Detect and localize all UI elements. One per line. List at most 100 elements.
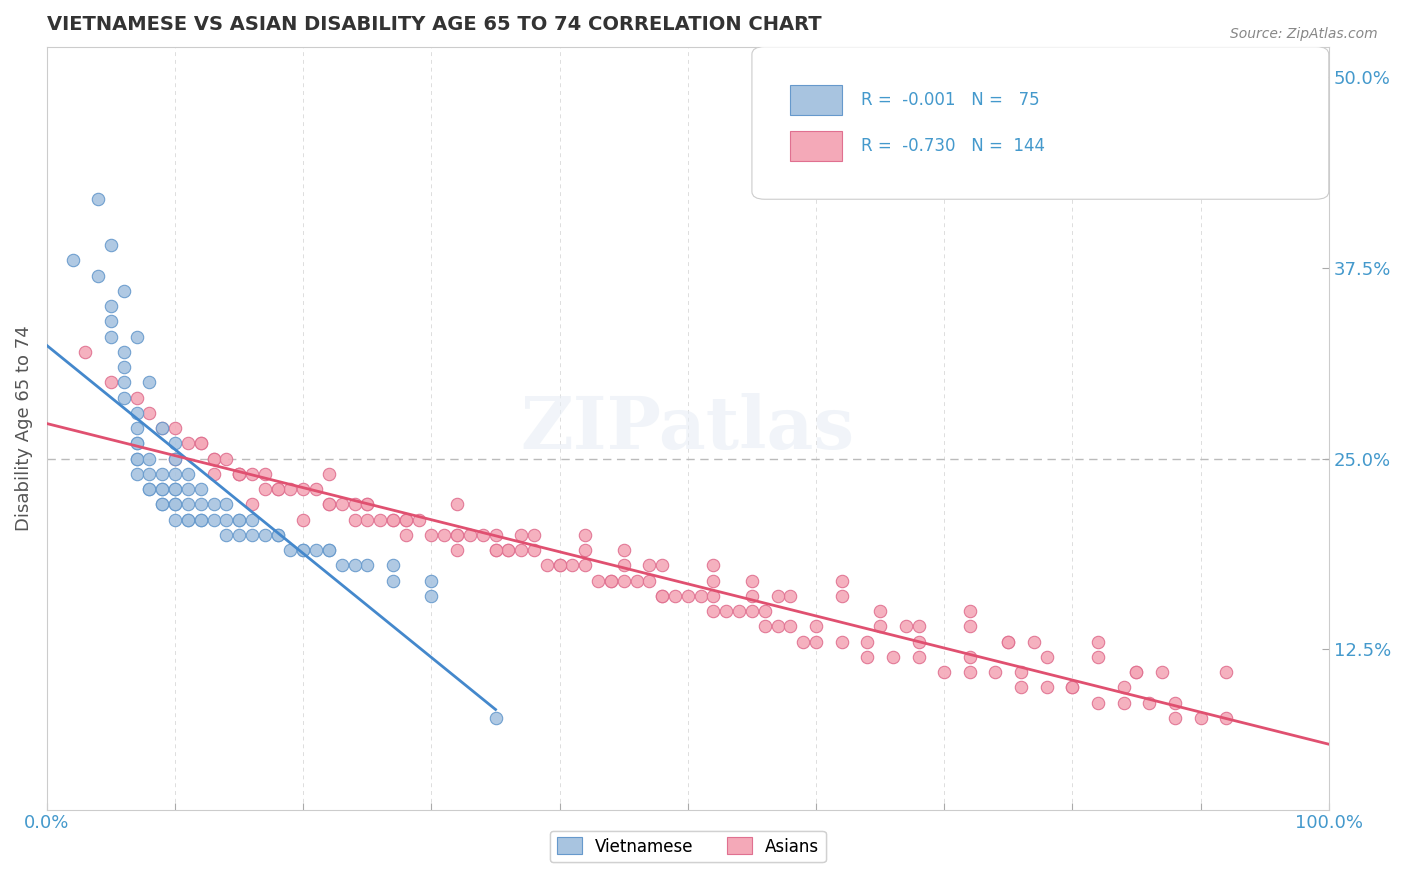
Point <box>716 604 738 618</box>
Point <box>1215 711 1237 725</box>
Point <box>165 451 187 466</box>
Point <box>240 497 263 511</box>
Point <box>574 528 596 542</box>
Point <box>1112 696 1135 710</box>
Point <box>292 543 315 558</box>
Point <box>1164 711 1187 725</box>
Point <box>766 619 789 633</box>
Point <box>125 436 148 450</box>
FancyBboxPatch shape <box>790 130 842 161</box>
Point <box>959 604 981 618</box>
Point <box>138 482 160 496</box>
Point <box>638 558 661 573</box>
Point <box>177 513 200 527</box>
Point <box>779 589 801 603</box>
Point <box>190 497 212 511</box>
Point <box>240 467 263 481</box>
Point <box>600 574 623 588</box>
Point <box>228 467 250 481</box>
Point <box>112 391 135 405</box>
Point <box>1164 696 1187 710</box>
Point <box>190 482 212 496</box>
Point <box>202 451 225 466</box>
Point <box>382 558 405 573</box>
Point <box>446 497 468 511</box>
Point <box>831 634 853 648</box>
Point <box>484 543 506 558</box>
Point <box>664 589 686 603</box>
Point <box>190 436 212 450</box>
Text: ZIPatlas: ZIPatlas <box>520 392 855 464</box>
Point <box>907 634 929 648</box>
Point <box>318 467 340 481</box>
Point <box>510 543 533 558</box>
Point <box>484 543 506 558</box>
Point <box>702 558 724 573</box>
Point <box>125 421 148 435</box>
Point <box>150 482 173 496</box>
Point <box>125 467 148 481</box>
Point <box>202 497 225 511</box>
Point <box>165 482 187 496</box>
Point <box>1087 696 1109 710</box>
Point <box>266 528 288 542</box>
Point <box>1215 665 1237 680</box>
Point <box>484 711 506 725</box>
Point <box>1112 681 1135 695</box>
Point <box>395 528 418 542</box>
Point <box>831 589 853 603</box>
Point <box>190 513 212 527</box>
Point <box>215 513 238 527</box>
Point <box>202 513 225 527</box>
Point <box>766 589 789 603</box>
Point <box>190 436 212 450</box>
Point <box>240 528 263 542</box>
FancyBboxPatch shape <box>752 46 1329 199</box>
Point <box>138 451 160 466</box>
Point <box>177 497 200 511</box>
Point <box>165 421 187 435</box>
Point <box>202 451 225 466</box>
Point <box>934 665 956 680</box>
Point <box>856 634 879 648</box>
Point <box>548 558 571 573</box>
Point <box>869 604 891 618</box>
Point <box>100 238 122 252</box>
Point <box>395 513 418 527</box>
Point <box>177 513 200 527</box>
Point <box>408 513 430 527</box>
Point <box>343 513 366 527</box>
Point <box>240 513 263 527</box>
Point <box>804 634 827 648</box>
Point <box>510 528 533 542</box>
Point <box>150 421 173 435</box>
Point <box>446 528 468 542</box>
Point <box>215 497 238 511</box>
Point <box>165 497 187 511</box>
Point <box>305 543 328 558</box>
Point <box>651 589 673 603</box>
Point <box>498 543 520 558</box>
Point <box>1152 665 1174 680</box>
Point <box>1062 681 1084 695</box>
Point <box>125 451 148 466</box>
Point <box>382 574 405 588</box>
Point <box>266 482 288 496</box>
Point <box>125 329 148 343</box>
Legend: Vietnamese, Asians: Vietnamese, Asians <box>550 830 825 863</box>
Point <box>600 574 623 588</box>
Point <box>548 558 571 573</box>
Point <box>165 497 187 511</box>
Point <box>702 604 724 618</box>
Point <box>907 619 929 633</box>
Point <box>446 528 468 542</box>
Point <box>215 528 238 542</box>
Point <box>420 528 443 542</box>
Point <box>458 528 481 542</box>
Point <box>728 604 751 618</box>
Point <box>613 574 636 588</box>
Point <box>100 329 122 343</box>
Point <box>150 497 173 511</box>
Point <box>138 376 160 390</box>
Point <box>228 513 250 527</box>
